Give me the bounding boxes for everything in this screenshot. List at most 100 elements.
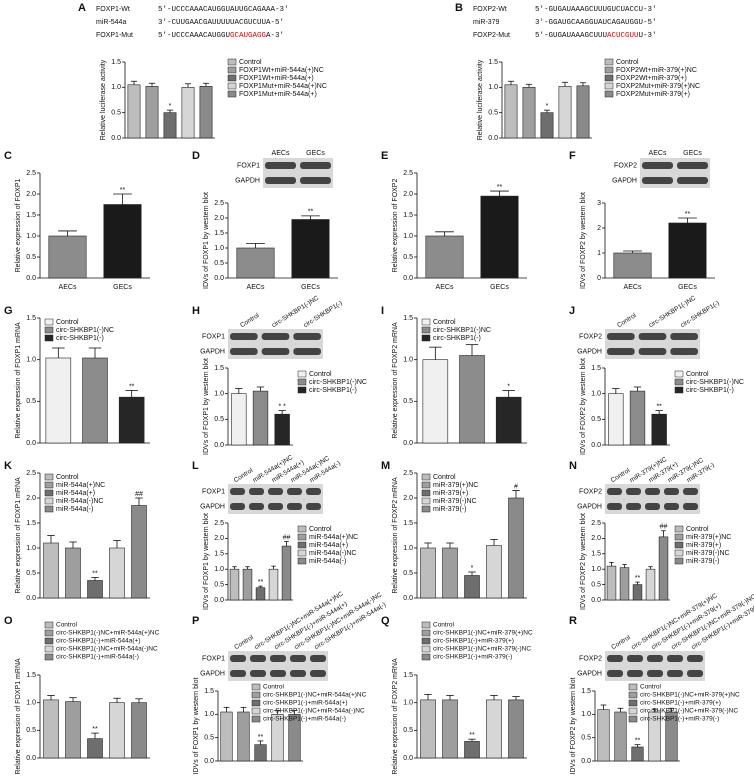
legend-swatch bbox=[421, 497, 431, 505]
legend-label: miR-379(-) bbox=[686, 558, 719, 565]
legend-swatch bbox=[421, 318, 431, 326]
blot-band bbox=[300, 177, 331, 184]
blot-band bbox=[270, 670, 286, 677]
legend-swatch bbox=[44, 489, 54, 497]
bar bbox=[181, 87, 195, 139]
error-bar bbox=[91, 732, 99, 739]
legend-swatch bbox=[604, 82, 614, 90]
y-tick-label: 0.0 bbox=[26, 440, 36, 447]
error-bar bbox=[223, 706, 230, 712]
panel-letter: C bbox=[4, 150, 12, 162]
sequence: 5'-GUGAUAAAGCUUUACUCGUUU-3' bbox=[535, 32, 657, 40]
bar bbox=[442, 547, 458, 599]
legend-swatch bbox=[674, 525, 684, 533]
blot-band bbox=[626, 503, 641, 510]
blot-band-label: GAPDH bbox=[200, 503, 225, 510]
blot-band bbox=[683, 488, 698, 495]
legend-swatch bbox=[44, 505, 54, 513]
y-axis-label: Relative expression of FOXP1 mRNA bbox=[15, 477, 22, 594]
significance: ## bbox=[283, 534, 291, 541]
blot-band-label: GAPDH bbox=[235, 177, 260, 184]
error-bar bbox=[125, 390, 138, 398]
y-tick-label: 0.5 bbox=[403, 398, 413, 405]
blot-band bbox=[230, 488, 245, 495]
y-tick-label: 1.5 bbox=[403, 315, 413, 322]
y-tick-label: 2.5 bbox=[26, 470, 36, 477]
y-tick-label: 2.5 bbox=[403, 170, 413, 177]
bar bbox=[65, 701, 81, 759]
y-tick-label: 2.5 bbox=[26, 170, 36, 177]
blot-band-label: FOXP2 bbox=[579, 333, 602, 340]
error-bar bbox=[490, 539, 498, 546]
lane-label: Control bbox=[610, 467, 632, 484]
error-bar bbox=[301, 215, 320, 220]
error-bar bbox=[561, 81, 569, 87]
blot-band bbox=[230, 655, 246, 662]
legend-label: FOXP2Mut+miR-379(+) bbox=[616, 91, 690, 98]
lane-label: Control bbox=[239, 312, 261, 329]
bar bbox=[480, 195, 519, 279]
y-axis-label: IDVs of FOXP2 by western blot bbox=[570, 678, 577, 775]
panel-letter: I bbox=[381, 305, 384, 317]
blot-band bbox=[265, 162, 296, 169]
error-bar bbox=[257, 740, 264, 745]
legend-label: circ-SHKBP1(-)+miR-379(+) bbox=[640, 700, 721, 707]
blot-band-label: GAPDH bbox=[200, 670, 225, 677]
legend-label: Control bbox=[616, 59, 639, 66]
y-tick-label: 0.5 bbox=[591, 416, 601, 423]
y-axis-label: IDVs of FOXP1 by western blot bbox=[203, 358, 210, 455]
legend-label: miR-379(+) bbox=[433, 490, 468, 497]
blot-band bbox=[667, 670, 683, 677]
y-tick-label: 1.0 bbox=[111, 84, 121, 91]
legend-label: miR-544a(-)NC bbox=[309, 550, 356, 557]
bar bbox=[220, 711, 233, 762]
y-tick-label: 0.0 bbox=[403, 440, 413, 447]
significance: # bbox=[514, 483, 518, 490]
legend-swatch bbox=[421, 645, 431, 653]
y-tick-label: 1.0 bbox=[26, 700, 36, 707]
legend-label: miR-379(+)NC bbox=[686, 534, 731, 541]
significance: * bbox=[546, 103, 549, 110]
legend-label: Control bbox=[433, 319, 456, 326]
significance: * bbox=[471, 565, 474, 572]
y-tick-label: 1.5 bbox=[403, 212, 413, 219]
blot-band bbox=[607, 348, 635, 355]
y-tick-label: 1.0 bbox=[488, 84, 498, 91]
legend-swatch bbox=[674, 541, 684, 549]
legend-label: Control bbox=[433, 622, 455, 629]
panel-letter: G bbox=[4, 305, 13, 317]
blot-band bbox=[664, 503, 679, 510]
bar bbox=[464, 741, 480, 759]
error-bar bbox=[258, 585, 263, 588]
sequence-part: 3'-GGAUGCAAGGUAUCAGAUGGU-5' bbox=[535, 19, 657, 27]
bar bbox=[608, 393, 624, 446]
error-bar bbox=[271, 565, 276, 570]
error-bar bbox=[579, 82, 587, 86]
legend-swatch bbox=[674, 557, 684, 565]
sequence-name: miR-379 bbox=[473, 19, 500, 26]
y-axis-label: IDVs of FOXP1 by western blot bbox=[203, 192, 210, 289]
legend-swatch bbox=[251, 683, 261, 691]
y-axis-label: Relative expression of FOXP1 mRNA bbox=[15, 658, 22, 775]
error-bar bbox=[609, 562, 614, 567]
significance: ** bbox=[656, 403, 662, 410]
error-bar bbox=[490, 190, 509, 197]
panel-letter: R bbox=[569, 615, 577, 627]
y-tick-label: 1.0 bbox=[591, 391, 601, 398]
significance: ** bbox=[469, 732, 475, 739]
y-tick-label: 0.5 bbox=[26, 727, 36, 734]
sequence-name: FOXP2-Wt bbox=[473, 6, 507, 13]
error-bar bbox=[424, 542, 432, 548]
y-tick-label: 0.5 bbox=[403, 254, 413, 261]
bar bbox=[45, 357, 72, 444]
bar bbox=[43, 542, 59, 599]
bar bbox=[632, 584, 643, 601]
blot-band bbox=[268, 503, 283, 510]
blot-band-label: GAPDH bbox=[200, 348, 225, 355]
legend-swatch bbox=[44, 473, 54, 481]
y-tick-label: 1.0 bbox=[403, 233, 413, 240]
bar bbox=[459, 355, 485, 444]
y-tick-label: 1.5 bbox=[403, 520, 413, 527]
legend-label: miR-544a(-) bbox=[309, 558, 346, 565]
bar bbox=[420, 699, 436, 759]
